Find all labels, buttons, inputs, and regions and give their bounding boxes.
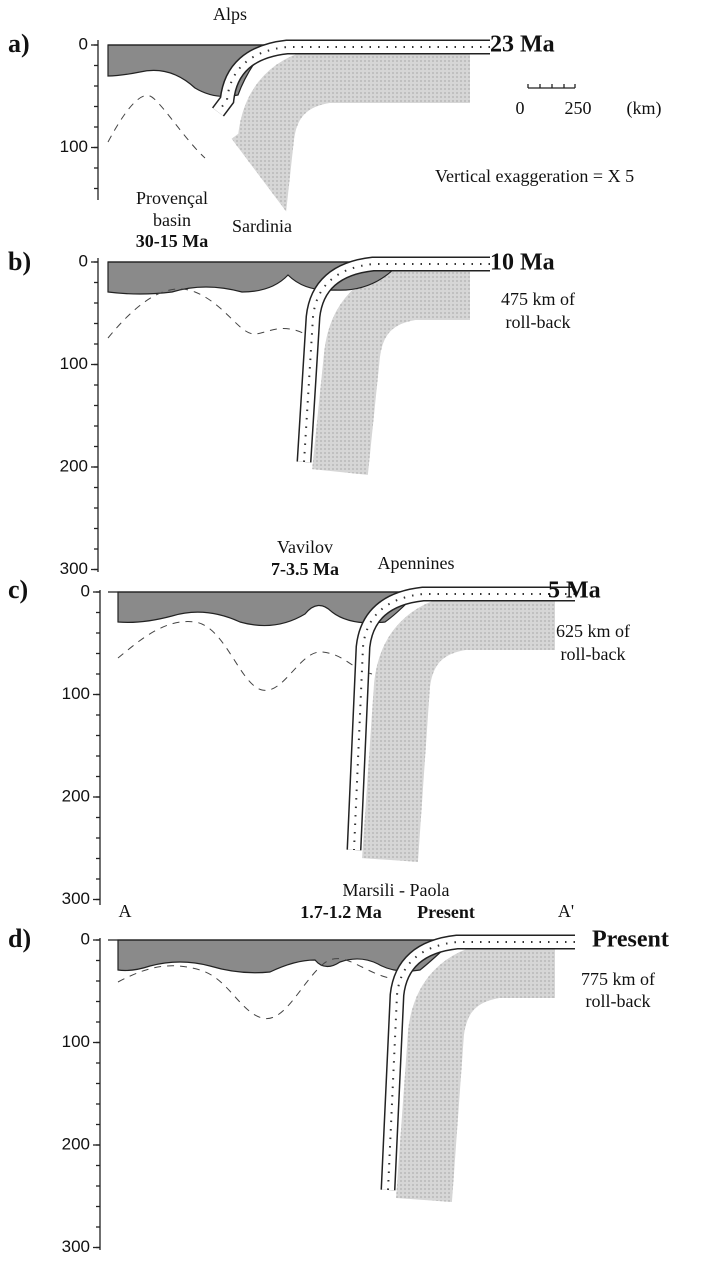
rollback: 625 km of <box>556 621 630 641</box>
lithosphere-base <box>108 289 318 342</box>
depth-tick-label: 0 <box>81 581 90 600</box>
depth-tick-label: 200 <box>60 456 88 475</box>
depth-tick-label: 300 <box>62 1237 90 1256</box>
place: 30-15 Ma <box>136 231 208 251</box>
lithosphere <box>390 622 555 860</box>
panel-label: c) <box>8 575 28 604</box>
panel-label: d) <box>8 924 31 953</box>
rollback: roll-back <box>586 991 651 1011</box>
rollback: roll-back <box>506 312 571 332</box>
lithosphere-base <box>108 95 205 158</box>
age: 5 Ma <box>548 578 601 604</box>
place: Provençal <box>136 188 208 208</box>
age: Present <box>592 927 669 953</box>
section-end: A' <box>558 901 574 921</box>
panel-label: a) <box>8 29 30 58</box>
place: 1.7-1.2 Ma <box>300 902 381 922</box>
depth-tick-label: 200 <box>62 1134 90 1153</box>
depth-tick-label: 0 <box>81 929 90 948</box>
place: Marsili - Paola <box>343 880 450 900</box>
depth-tick-label: 100 <box>60 354 88 373</box>
place: Present <box>417 902 475 922</box>
section-end: A <box>119 901 132 921</box>
depth-tick-label: 100 <box>60 137 88 156</box>
panel-label: b) <box>8 247 31 276</box>
exaggeration: Vertical exaggeration = X 5 <box>435 166 634 186</box>
place: Vavilov <box>277 537 333 557</box>
rollback: roll-back <box>561 644 626 664</box>
depth-tick-label: 0 <box>79 251 88 270</box>
rollback: 475 km of <box>501 289 575 309</box>
lithosphere <box>424 970 555 1200</box>
depth-tick-label: 0 <box>79 34 88 53</box>
rollback: 775 km of <box>581 969 655 989</box>
lithosphere <box>254 75 470 138</box>
scale-max: 250 <box>565 98 592 118</box>
age: 10 Ma <box>490 250 555 276</box>
depth-tick-label: 300 <box>60 559 88 578</box>
place: 7-3.5 Ma <box>271 559 339 579</box>
place: basin <box>153 210 191 230</box>
depth-tick-label: 100 <box>62 1032 90 1051</box>
place: Sardinia <box>232 216 292 236</box>
lithosphere <box>340 292 470 472</box>
figure: 0 100 0 100 200 300 0 100 200 300 0 100 200 300 a) 23… <box>0 0 713 1266</box>
depth-tick-label: 300 <box>62 889 90 908</box>
depth-tick-label: 100 <box>62 684 90 703</box>
scale-unit: (km) <box>627 98 662 119</box>
age: 23 Ma <box>490 32 555 58</box>
lithosphere-base <box>118 622 372 691</box>
scale-zero: 0 <box>516 98 525 118</box>
depth-tick-label: 200 <box>62 786 90 805</box>
place: Alps <box>213 4 247 24</box>
place: Apennines <box>378 553 455 573</box>
